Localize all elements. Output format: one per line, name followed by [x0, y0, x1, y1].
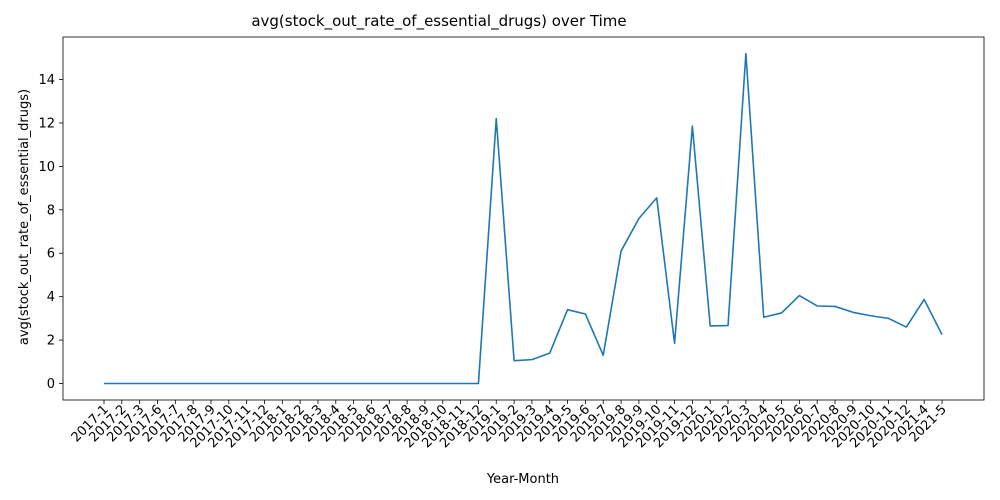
y-tick-label: 14	[38, 73, 55, 88]
y-tick-label: 8	[47, 203, 55, 218]
y-tick-label: 2	[47, 334, 55, 349]
x-axis-label: Year-Month	[486, 472, 559, 487]
y-axis-label: avg(stock_out_rate_of_essential_drugs)	[17, 89, 32, 345]
y-tick-label: 6	[47, 247, 55, 262]
plot-area: 024681012142017-12017-22017-32017-62017-…	[38, 36, 985, 451]
axes-frame	[62, 36, 985, 401]
y-tick-label: 0	[47, 377, 55, 392]
y-tick-label: 10	[38, 160, 55, 175]
y-tick-label: 4	[47, 290, 55, 305]
series-line	[104, 52, 943, 385]
chart-title: avg(stock_out_rate_of_essential_drugs) o…	[251, 12, 626, 31]
y-tick-label: 12	[38, 116, 55, 131]
